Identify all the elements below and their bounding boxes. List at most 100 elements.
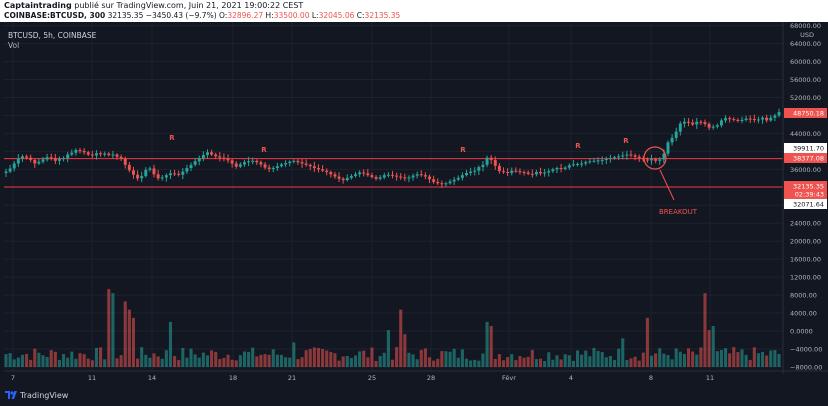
breakout-arrow	[659, 169, 675, 201]
candle-body	[777, 112, 781, 116]
volume-bar	[119, 355, 123, 367]
volume-bar	[86, 358, 90, 367]
candle-body	[765, 117, 769, 121]
volume-bar	[765, 355, 769, 367]
candle-body	[70, 152, 74, 155]
resistance-marker: R	[169, 134, 175, 142]
candle-body	[53, 158, 57, 161]
tradingview-logo-icon[interactable]	[4, 389, 18, 401]
candle-body	[724, 118, 728, 121]
candle-body	[366, 173, 370, 176]
author-name[interactable]: Captaintrading	[4, 1, 72, 10]
candle-body	[62, 158, 66, 160]
volume-bar	[66, 357, 70, 367]
candle-body	[773, 115, 777, 118]
candle-body	[452, 179, 456, 182]
price-change: −3450.43 (−9.7%)	[145, 11, 217, 20]
volume-bar	[592, 347, 596, 367]
volume-bar	[612, 359, 617, 367]
volume-bar	[374, 360, 378, 367]
candle-body	[247, 161, 251, 163]
time-tick-label: 21	[288, 374, 296, 382]
volume-bar	[571, 360, 575, 367]
volume-bar	[563, 354, 567, 367]
volume-bar	[214, 351, 218, 367]
volume-bar	[131, 317, 136, 367]
volume-bar	[316, 348, 321, 367]
candle-body	[263, 164, 267, 168]
candle-body	[107, 153, 111, 155]
candle-body	[456, 177, 460, 180]
candle-body	[465, 172, 468, 176]
volume-bar	[662, 353, 666, 367]
publish-info: publié sur TradingView.com, Juin 21, 202…	[74, 1, 304, 10]
volume-bar	[707, 330, 711, 367]
close-label: C:	[356, 11, 365, 20]
candle-body	[719, 120, 723, 126]
candle-body	[374, 176, 378, 179]
candle-body	[181, 171, 185, 175]
volume-bar	[530, 349, 534, 367]
candle-body	[226, 158, 230, 161]
ohlc-line: COINBASE:BTCUSD, 300 32135.35 −3450.43 (…	[4, 11, 400, 20]
volume-bar	[123, 301, 127, 367]
volume-bar	[407, 352, 411, 367]
price-tick-label: 68000.00	[790, 22, 821, 30]
volume-bar	[321, 348, 325, 367]
volume-bar	[732, 347, 736, 367]
volume-bar	[185, 357, 189, 367]
candle-body	[86, 152, 90, 155]
candle-body	[152, 168, 156, 175]
volume-bar	[234, 360, 238, 367]
volume-bar	[164, 350, 168, 367]
open-label: O:	[219, 11, 228, 20]
low-value: 32045.06	[318, 11, 355, 20]
volume-bar	[538, 358, 543, 367]
volume-bar	[358, 351, 362, 367]
volume-bar	[719, 349, 723, 367]
volume-bar	[674, 348, 678, 367]
volume-bar	[559, 359, 563, 367]
candle-body	[284, 163, 288, 165]
price-label-top-box	[784, 108, 827, 118]
candle-body	[45, 157, 49, 160]
volume-bar	[724, 348, 728, 367]
volume-bar	[144, 354, 148, 367]
volume-bar	[687, 348, 691, 367]
time-tick-label: 8	[649, 374, 653, 382]
candle-body	[588, 161, 592, 163]
last-price: 32135.35	[107, 11, 144, 20]
volume-bar	[210, 350, 214, 367]
resistance-marker: R	[460, 146, 466, 154]
resistance-marker: R	[575, 142, 581, 150]
volume-bar	[25, 353, 29, 367]
candle-body	[111, 154, 115, 156]
candle-body	[551, 169, 555, 172]
candle-body	[534, 172, 538, 175]
volume-bar	[168, 321, 173, 367]
axis-currency: USD	[800, 31, 814, 39]
candle-body	[571, 164, 575, 166]
volume-bar	[699, 347, 703, 367]
volume-bar	[226, 354, 230, 367]
volume-bar	[230, 359, 234, 367]
candle-body	[419, 174, 423, 176]
volume-bar	[362, 350, 366, 367]
candle-body	[4, 171, 8, 173]
volume-bar	[333, 353, 337, 367]
candle-body	[271, 168, 275, 170]
candle-body	[518, 171, 522, 173]
candle-body	[341, 178, 345, 181]
volume-bar	[193, 354, 197, 367]
price-tick-label: 24000.00	[790, 220, 821, 228]
price-label-level-mid: 38377.08	[793, 155, 824, 163]
candle-body	[489, 157, 493, 160]
candle-body	[317, 168, 320, 170]
candle-body	[658, 159, 662, 161]
footer-brand[interactable]: TradingView	[20, 391, 69, 400]
candle-body	[674, 131, 678, 138]
candle-body	[66, 154, 70, 159]
volume-bar	[715, 351, 719, 367]
volume-bar	[205, 355, 210, 367]
